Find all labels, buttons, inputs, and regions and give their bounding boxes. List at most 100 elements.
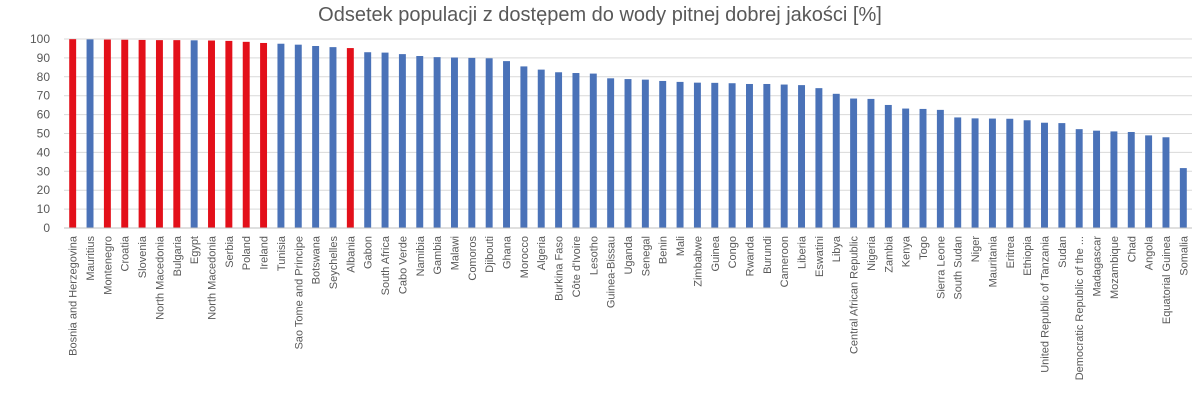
- y-tick-label: 30: [37, 164, 51, 178]
- bar: [503, 61, 510, 228]
- x-category-label: Morocco: [519, 236, 531, 278]
- x-category-label: Chad: [1126, 236, 1138, 262]
- x-category-label: Angola: [1144, 235, 1156, 270]
- bar: [1006, 118, 1014, 228]
- x-category-label: Ethiopia: [1022, 235, 1034, 276]
- x-category-label: Côte d'Ivoire: [571, 236, 583, 297]
- chart-title: Odsetek populacji z dostępem do wody pit…: [318, 4, 882, 26]
- x-category-label: Ghana: [502, 235, 514, 269]
- bar: [103, 39, 111, 228]
- bar: [537, 69, 545, 228]
- y-tick-label: 60: [37, 108, 51, 122]
- x-category-label: Mauritania: [987, 235, 999, 287]
- y-tick-label: 50: [37, 127, 51, 141]
- bar: [381, 52, 389, 228]
- x-category-label: Eswatini: [814, 236, 826, 277]
- x-category-label: Equatorial Guinea: [1161, 235, 1173, 324]
- bar: [589, 73, 597, 228]
- y-tick-label: 100: [30, 32, 50, 46]
- x-axis-labels: Bosnia and Herzegovina Mauritius Montenegr…: [68, 235, 1191, 380]
- x-category-label: Egypt: [189, 236, 201, 264]
- bar: [1093, 130, 1101, 228]
- x-category-label: North Macedonia: [207, 235, 219, 320]
- y-tick-label: 90: [37, 51, 51, 65]
- bar: [902, 108, 910, 228]
- bar: [1127, 131, 1135, 228]
- bar: [468, 57, 476, 229]
- x-category-label: Guinea: [710, 235, 722, 271]
- x-category-label: Sao Tome and Principe: [293, 236, 305, 350]
- bar: [155, 40, 163, 228]
- x-category-label: South Sudan: [953, 236, 965, 300]
- bar: [693, 82, 701, 228]
- bar: [832, 93, 840, 228]
- x-category-label: Liberia: [797, 235, 809, 269]
- x-category-label: South Africa: [380, 235, 392, 295]
- bar: [1179, 168, 1187, 228]
- x-category-label: Rwanda: [744, 235, 756, 276]
- y-tick-label: 20: [37, 183, 51, 197]
- x-category-label: Mauritius: [85, 236, 97, 281]
- x-category-label: Malawi: [449, 236, 461, 270]
- bar: [329, 47, 337, 228]
- y-axis-ticks: 0 10 20 30 40 50 60 70 80 90 100: [30, 32, 50, 235]
- x-category-label: Albania: [345, 235, 357, 273]
- x-category-label: Eritrea: [1005, 235, 1017, 268]
- x-category-label: Gabon: [363, 236, 375, 269]
- bar: [728, 83, 736, 228]
- bar: [173, 40, 181, 228]
- x-category-label: Central African Republic: [849, 236, 861, 355]
- x-category-label: United Republic of Tanzania: [1039, 235, 1051, 373]
- x-category-label: Zambia: [883, 235, 895, 273]
- x-category-label: Mali: [675, 236, 687, 256]
- x-category-label: Namibia: [415, 235, 427, 276]
- bar: [485, 58, 493, 228]
- bar: [850, 98, 858, 228]
- bar: [746, 83, 753, 229]
- x-category-label: Uganda: [623, 235, 635, 274]
- x-category-label: Benin: [658, 236, 670, 264]
- x-category-label: North Macedonia: [154, 235, 166, 320]
- x-category-label: Cameroon: [779, 236, 791, 287]
- bar: [1058, 123, 1066, 228]
- bar: [555, 72, 563, 228]
- x-category-label: Bulgaria: [172, 235, 184, 276]
- x-category-label: Croatia: [120, 235, 132, 271]
- bar: [867, 98, 875, 229]
- x-category-label: Tunisia: [276, 235, 288, 271]
- x-category-label: Democratic Republic of the ...: [1074, 236, 1086, 380]
- bar: [763, 83, 771, 229]
- x-category-label: Sierra Leone: [935, 236, 947, 299]
- bar: [294, 44, 302, 228]
- bar: [624, 79, 632, 229]
- x-category-label: Burkina Faso: [554, 236, 566, 301]
- x-category-label: Algeria: [536, 235, 548, 270]
- y-tick-label: 40: [37, 145, 51, 159]
- x-category-label: Montenegro: [102, 236, 114, 295]
- y-tick-label: 0: [43, 221, 50, 235]
- x-category-label: Djibouti: [484, 236, 496, 273]
- x-category-label: Botswana: [311, 235, 323, 284]
- bar: [988, 118, 996, 228]
- bar: [1075, 129, 1083, 228]
- bar: [1162, 137, 1170, 228]
- bar: [69, 39, 77, 229]
- bar: [1041, 122, 1048, 228]
- bar: [398, 54, 406, 229]
- x-category-label: Bosnia and Herzegovina: [68, 235, 80, 356]
- x-category-label: Lesotho: [588, 236, 600, 275]
- bar: [450, 57, 458, 228]
- bar: [277, 43, 285, 228]
- y-tick-label: 70: [37, 89, 51, 103]
- bar: [225, 40, 233, 228]
- x-category-label: Ireland: [259, 236, 271, 270]
- x-category-label: Sudan: [1057, 236, 1069, 268]
- bar: [86, 39, 94, 229]
- x-category-label: Togo: [918, 236, 930, 260]
- bar: [815, 88, 823, 228]
- bar: [242, 41, 250, 229]
- bar: [190, 40, 198, 229]
- x-category-label: Madagascar: [1092, 236, 1104, 297]
- bar: [711, 82, 719, 229]
- bar: [572, 73, 580, 229]
